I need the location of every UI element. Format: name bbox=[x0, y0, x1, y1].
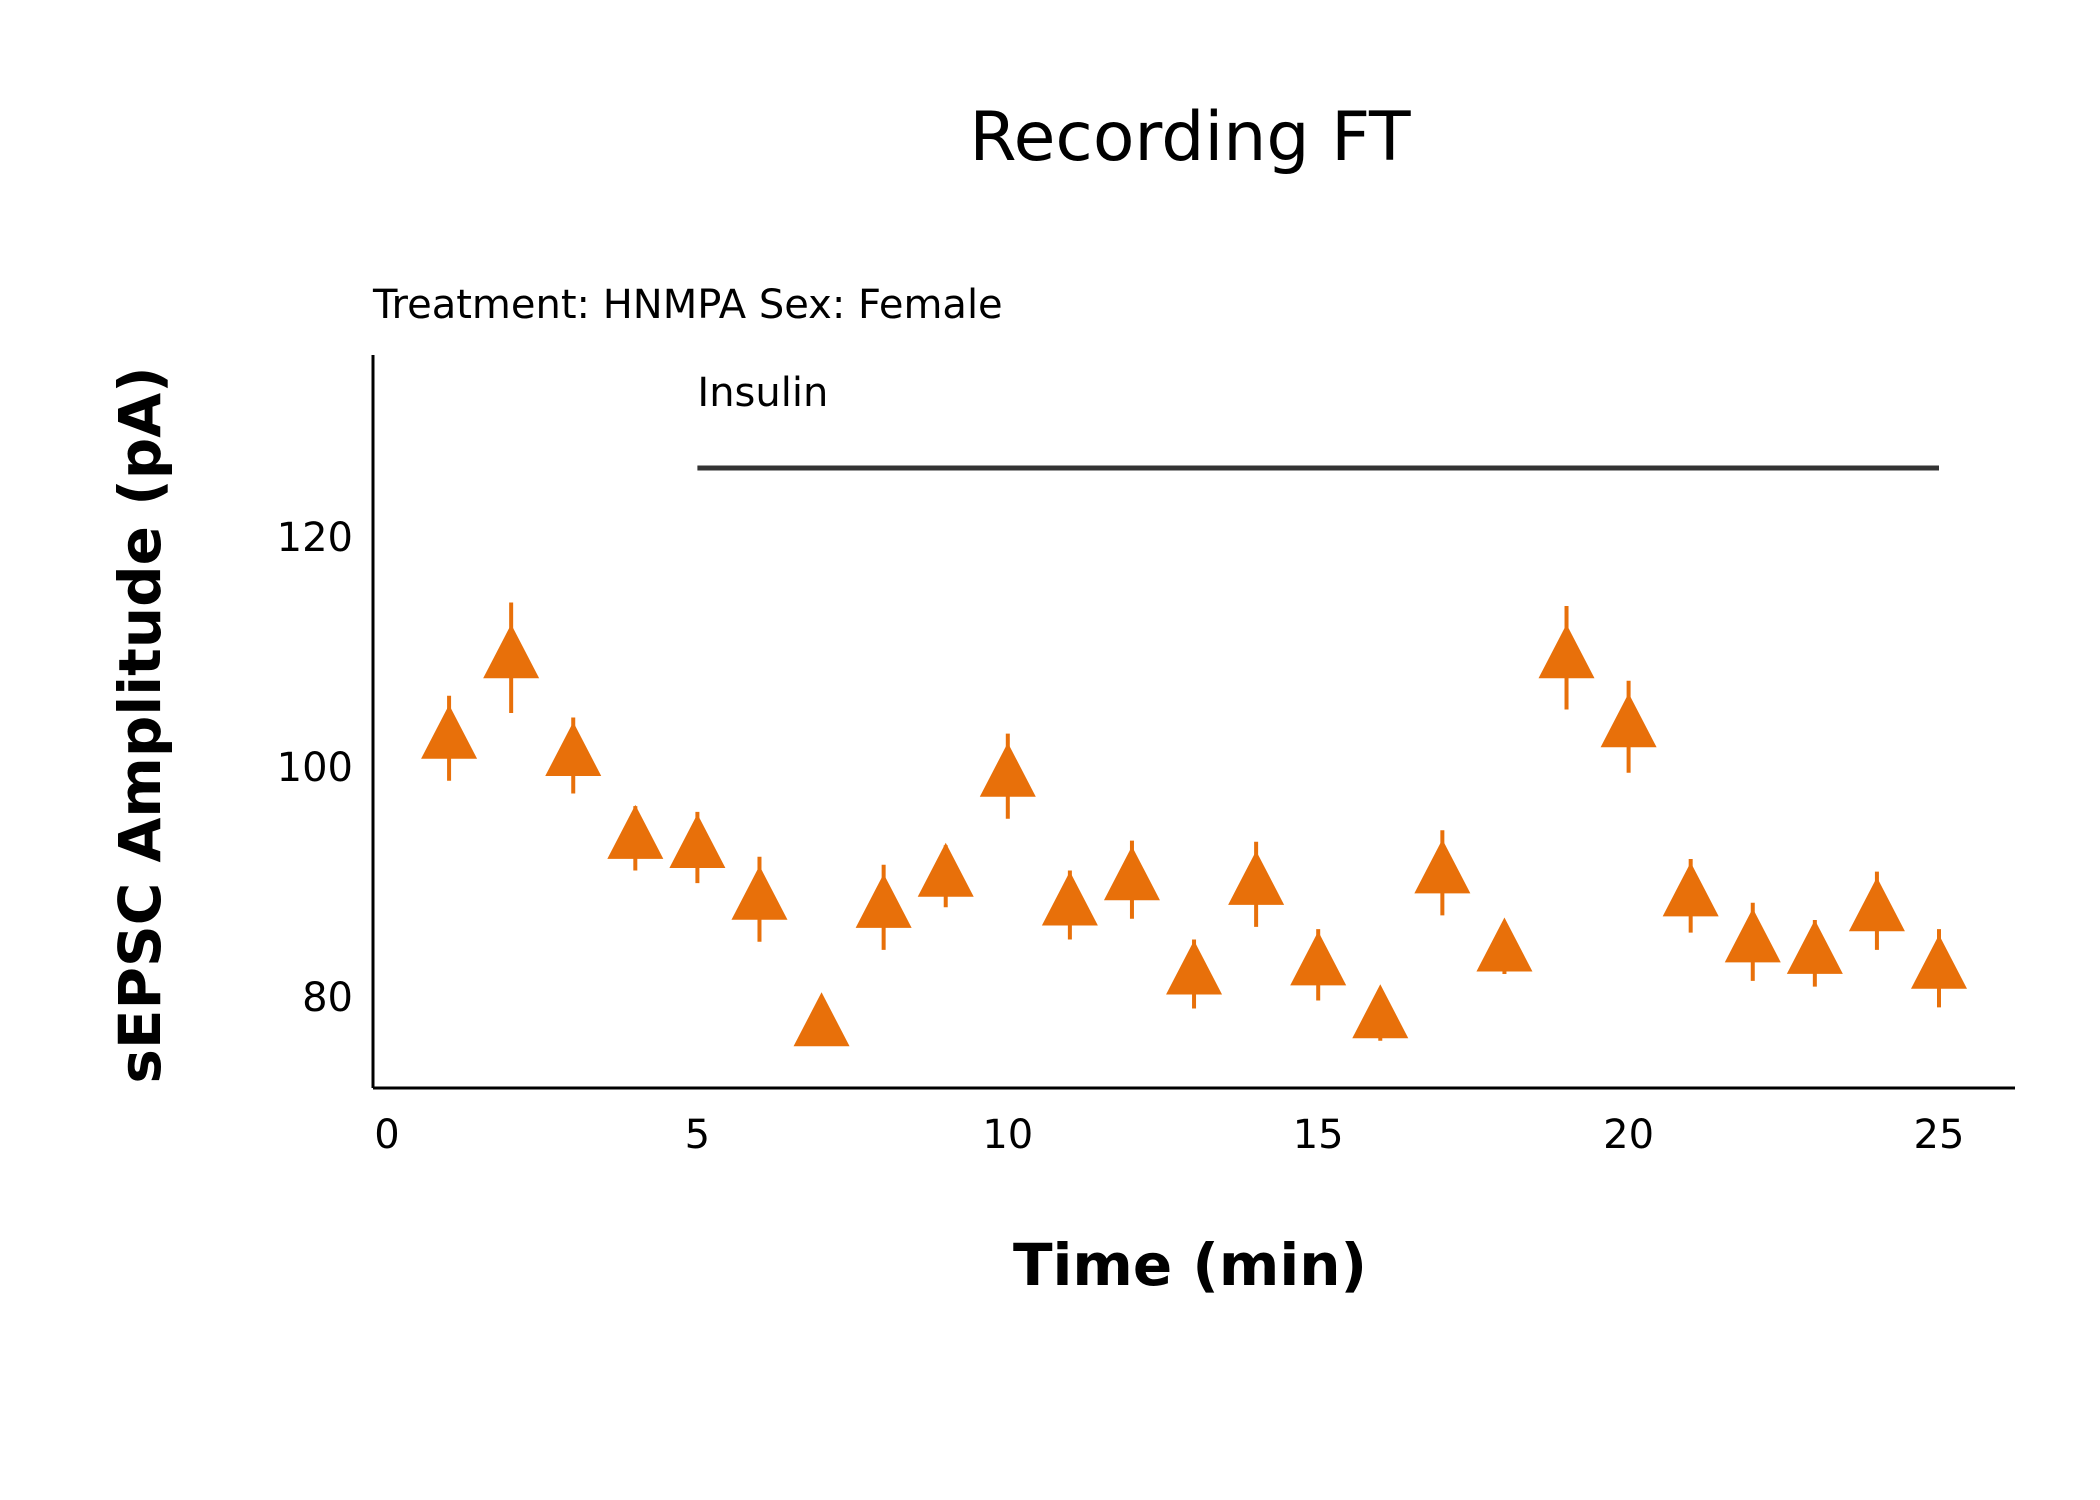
data-point-triangle bbox=[607, 804, 664, 859]
data-point-triangle bbox=[1724, 908, 1781, 963]
data-point-triangle bbox=[1103, 846, 1160, 901]
data-point-triangle bbox=[1538, 624, 1595, 679]
x-tick-label: 0 bbox=[374, 1112, 399, 1158]
chart-subtitle: Treatment: HNMPA Sex: Female bbox=[372, 282, 1003, 328]
x-tick-label: 25 bbox=[1914, 1112, 1965, 1158]
data-point-triangle bbox=[1414, 839, 1471, 894]
data-point-triangle bbox=[1166, 940, 1223, 995]
chart-title: Recording FT bbox=[969, 98, 1411, 177]
x-tick-label: 5 bbox=[685, 1112, 710, 1158]
data-point-triangle bbox=[1600, 693, 1657, 748]
data-point-triangle bbox=[545, 722, 602, 777]
data-point-triangle bbox=[979, 742, 1036, 797]
data-point-triangle bbox=[421, 704, 478, 759]
data-point-triangle bbox=[1228, 850, 1285, 905]
data-point-triangle bbox=[1041, 871, 1098, 926]
data-point-triangle bbox=[917, 842, 974, 897]
data-point-triangle bbox=[1848, 877, 1905, 932]
plot-area: 0 5 10 15 20 25 80 100 120 Insulin bbox=[277, 355, 2015, 1158]
y-tick-label: 120 bbox=[277, 515, 353, 561]
x-tick-label: 10 bbox=[982, 1112, 1033, 1158]
annotation-label: Insulin bbox=[697, 370, 828, 416]
data-point-triangle bbox=[1911, 934, 1967, 989]
data-point-triangle bbox=[793, 992, 850, 1047]
data-point-triangle bbox=[1662, 862, 1719, 917]
data-point-triangle bbox=[1786, 919, 1843, 974]
data-point-triangle bbox=[1290, 931, 1347, 986]
x-axis-label: Time (min) bbox=[1013, 1231, 1367, 1299]
data-point-triangle bbox=[1352, 984, 1409, 1039]
data-point-triangle bbox=[1476, 917, 1533, 972]
y-tick-label: 100 bbox=[277, 745, 353, 791]
x-tick-label: 15 bbox=[1293, 1112, 1344, 1158]
data-point-triangle bbox=[855, 873, 912, 928]
data-point-triangle bbox=[731, 865, 788, 920]
x-tick-label: 20 bbox=[1603, 1112, 1654, 1158]
data-point-triangle bbox=[483, 624, 540, 679]
y-tick-label: 80 bbox=[302, 975, 353, 1021]
y-axis-label: sEPSC Amplitude (pA) bbox=[106, 366, 174, 1083]
data-point-triangle bbox=[669, 814, 726, 869]
